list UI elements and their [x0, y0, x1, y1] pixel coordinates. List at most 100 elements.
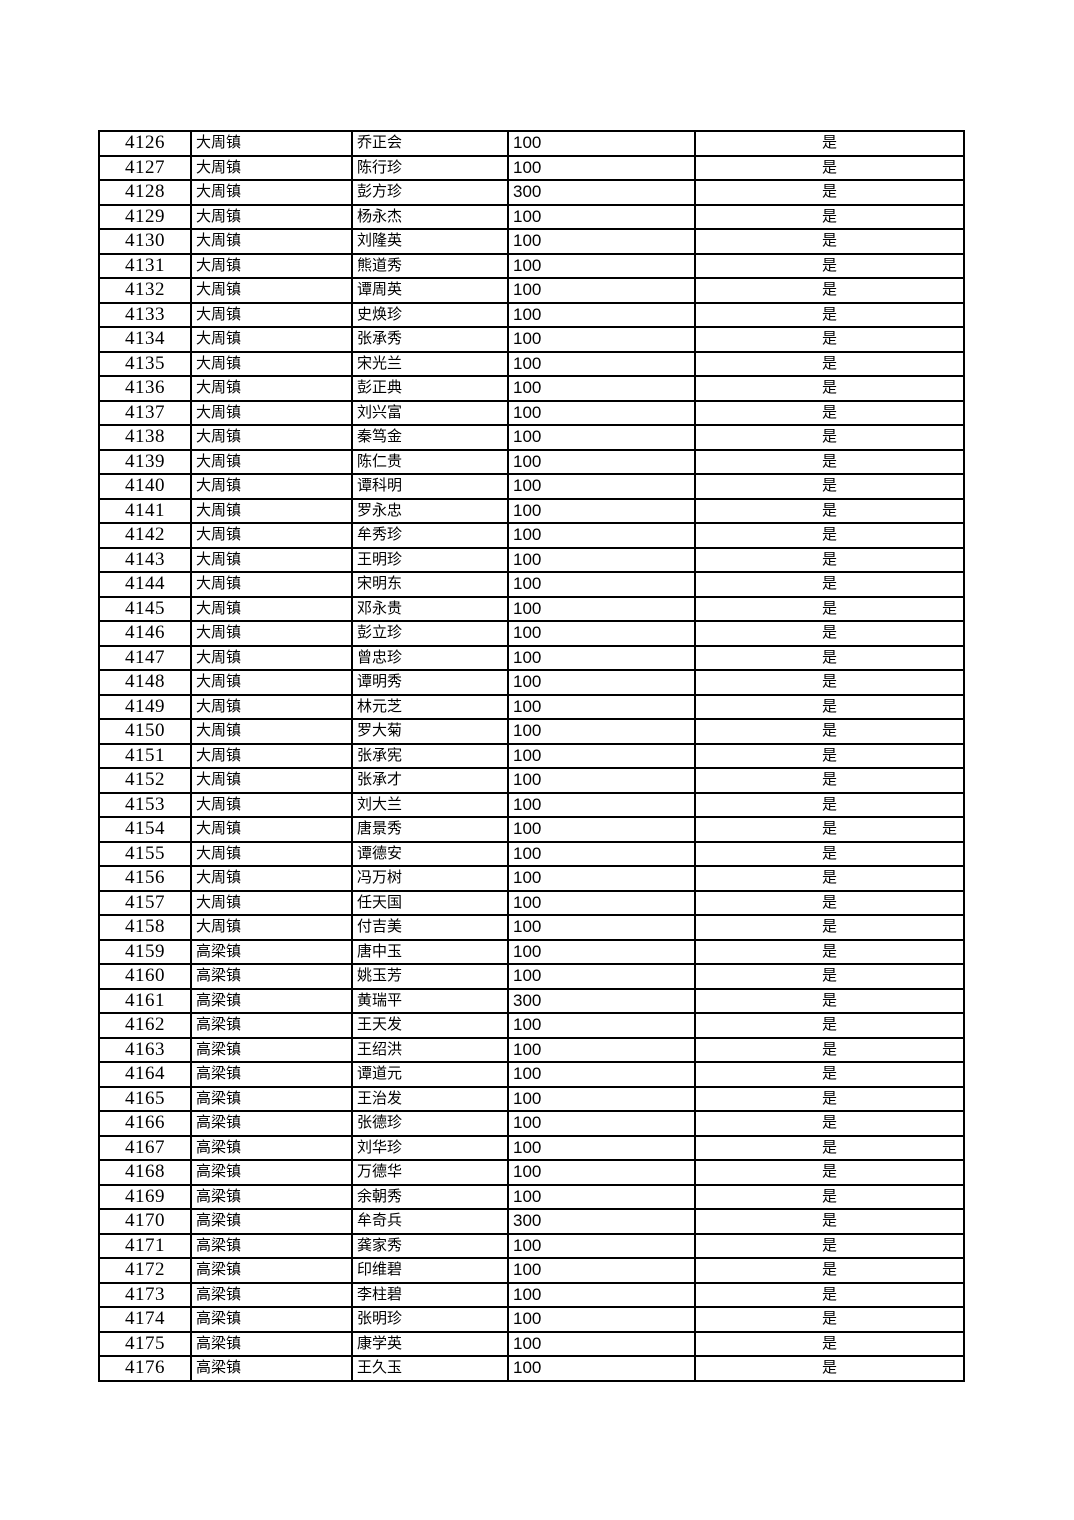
cell-town: 大周镇 [190, 595, 353, 622]
cell-amount: 300 [507, 179, 696, 206]
cell-name: 印维碧 [351, 1257, 509, 1284]
cell-amount: 100 [507, 840, 696, 867]
cell-name: 刘大兰 [351, 791, 509, 818]
cell-serial: 4149 [98, 693, 192, 720]
cell-serial: 4143 [98, 546, 192, 573]
cell-town: 大周镇 [190, 277, 353, 304]
cell-name: 罗大菊 [351, 718, 509, 745]
cell-amount: 100 [507, 938, 696, 965]
cell-confirmed: 是 [694, 767, 965, 794]
cell-confirmed: 是 [694, 522, 965, 549]
cell-confirmed: 是 [694, 1355, 965, 1382]
cell-serial: 4161 [98, 987, 192, 1014]
cell-town: 大周镇 [190, 718, 353, 745]
cell-serial: 4158 [98, 914, 192, 941]
cell-confirmed: 是 [694, 203, 965, 230]
cell-confirmed: 是 [694, 1330, 965, 1357]
cell-town: 高梁镇 [190, 1036, 353, 1063]
cell-name: 秦笃金 [351, 424, 509, 451]
cell-amount: 100 [507, 277, 696, 304]
table-row: 4132 大周镇 谭周英 100 是 [98, 277, 965, 304]
table-row: 4151 大周镇 张承宪 100 是 [98, 742, 965, 769]
cell-name: 林元芝 [351, 693, 509, 720]
cell-name: 罗永忠 [351, 497, 509, 524]
beneficiary-table: 4126 大周镇 乔正会 100 是 4127 大周镇 陈行珍 100 是 4128 大周镇 彭方珍 30… [98, 130, 965, 1382]
cell-amount: 100 [507, 154, 696, 181]
cell-confirmed: 是 [694, 620, 965, 647]
cell-amount: 100 [507, 1110, 696, 1137]
cell-confirmed: 是 [694, 571, 965, 598]
cell-confirmed: 是 [694, 1183, 965, 1210]
cell-serial: 4176 [98, 1355, 192, 1382]
cell-confirmed: 是 [694, 424, 965, 451]
table-row: 4142 大周镇 牟秀珍 100 是 [98, 522, 965, 549]
cell-name: 王久玉 [351, 1355, 509, 1382]
cell-town: 高梁镇 [190, 1355, 353, 1382]
table-row: 4126 大周镇 乔正会 100 是 [98, 130, 965, 157]
cell-town: 高梁镇 [190, 1281, 353, 1308]
cell-town: 大周镇 [190, 669, 353, 696]
cell-confirmed: 是 [694, 1012, 965, 1039]
cell-serial: 4151 [98, 742, 192, 769]
cell-town: 高梁镇 [190, 1306, 353, 1333]
cell-amount: 100 [507, 1036, 696, 1063]
cell-town: 大周镇 [190, 889, 353, 916]
cell-confirmed: 是 [694, 473, 965, 500]
table-body: 4126 大周镇 乔正会 100 是 4127 大周镇 陈行珍 100 是 4128 大周镇 彭方珍 30… [98, 130, 965, 1382]
cell-confirmed: 是 [694, 1306, 965, 1333]
table-row: 4148 大周镇 谭明秀 100 是 [98, 669, 965, 696]
table-row: 4165 高梁镇 王治发 100 是 [98, 1085, 965, 1112]
table-row: 4160 高梁镇 姚玉芳 100 是 [98, 963, 965, 990]
cell-confirmed: 是 [694, 718, 965, 745]
table-row: 4154 大周镇 唐景秀 100 是 [98, 816, 965, 843]
cell-confirmed: 是 [694, 644, 965, 671]
cell-confirmed: 是 [694, 277, 965, 304]
cell-name: 张德珍 [351, 1110, 509, 1137]
table-row: 4155 大周镇 谭德安 100 是 [98, 840, 965, 867]
cell-serial: 4154 [98, 816, 192, 843]
cell-name: 张明珍 [351, 1306, 509, 1333]
table-row: 4170 高梁镇 牟奇兵 300 是 [98, 1208, 965, 1235]
cell-confirmed: 是 [694, 399, 965, 426]
cell-serial: 4137 [98, 399, 192, 426]
cell-town: 大周镇 [190, 130, 353, 157]
cell-confirmed: 是 [694, 326, 965, 353]
cell-town: 大周镇 [190, 914, 353, 941]
cell-confirmed: 是 [694, 546, 965, 573]
cell-name: 杨永杰 [351, 203, 509, 230]
cell-serial: 4136 [98, 375, 192, 402]
cell-confirmed: 是 [694, 350, 965, 377]
table-row: 4136 大周镇 彭正典 100 是 [98, 375, 965, 402]
cell-confirmed: 是 [694, 963, 965, 990]
cell-town: 大周镇 [190, 228, 353, 255]
cell-amount: 100 [507, 620, 696, 647]
cell-serial: 4147 [98, 644, 192, 671]
cell-amount: 100 [507, 914, 696, 941]
table-row: 4153 大周镇 刘大兰 100 是 [98, 791, 965, 818]
cell-amount: 100 [507, 669, 696, 696]
cell-confirmed: 是 [694, 252, 965, 279]
cell-name: 余朝秀 [351, 1183, 509, 1210]
cell-confirmed: 是 [694, 1061, 965, 1088]
cell-town: 大周镇 [190, 203, 353, 230]
cell-town: 高梁镇 [190, 1330, 353, 1357]
cell-serial: 4144 [98, 571, 192, 598]
cell-serial: 4152 [98, 767, 192, 794]
cell-name: 王绍洪 [351, 1036, 509, 1063]
cell-town: 高梁镇 [190, 1257, 353, 1284]
cell-confirmed: 是 [694, 914, 965, 941]
cell-town: 大周镇 [190, 375, 353, 402]
cell-amount: 100 [507, 1232, 696, 1259]
cell-confirmed: 是 [694, 865, 965, 892]
cell-amount: 100 [507, 1330, 696, 1357]
table-row: 4144 大周镇 宋明东 100 是 [98, 571, 965, 598]
cell-amount: 100 [507, 1257, 696, 1284]
cell-serial: 4145 [98, 595, 192, 622]
table-row: 4133 大周镇 史焕珍 100 是 [98, 301, 965, 328]
cell-town: 大周镇 [190, 767, 353, 794]
cell-serial: 4126 [98, 130, 192, 157]
cell-name: 王治发 [351, 1085, 509, 1112]
table-row: 4175 高梁镇 康学英 100 是 [98, 1330, 965, 1357]
cell-serial: 4159 [98, 938, 192, 965]
cell-name: 张承秀 [351, 326, 509, 353]
